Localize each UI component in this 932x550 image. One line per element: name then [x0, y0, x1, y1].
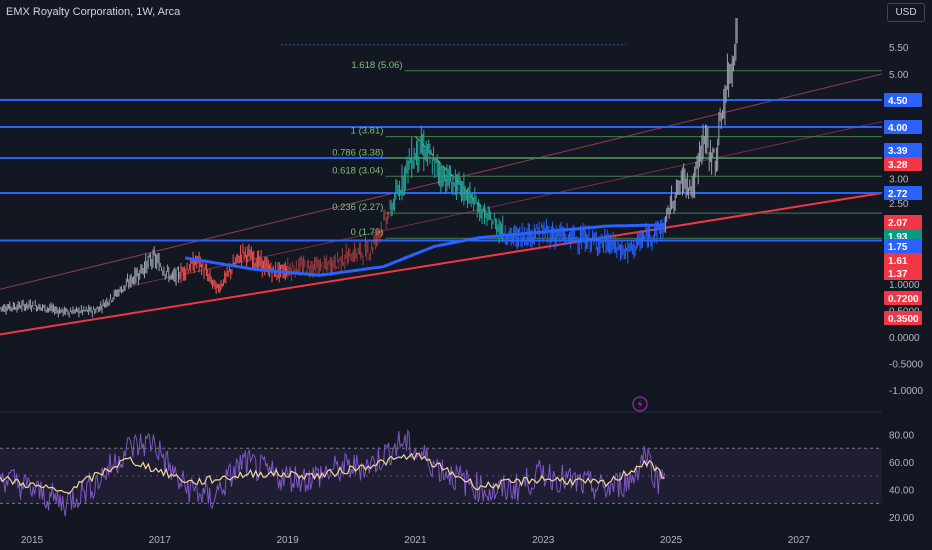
price-tick-label: 2.50: [889, 199, 909, 210]
price-badge-label: 1.61: [888, 256, 908, 267]
price-badge-label: 3.28: [888, 160, 908, 171]
price-badge-label: 1.75: [888, 242, 908, 253]
rsi-ma-line: [0, 452, 665, 495]
rsi-pane: [0, 428, 882, 517]
price-badge: 4.50: [884, 93, 922, 107]
price-badge: 1.37: [884, 266, 922, 280]
price-tick-label: 0.0000: [889, 333, 920, 344]
price-candles: [0, 18, 738, 318]
rsi-tick-label: 80.00: [889, 431, 914, 442]
time-tick-label: 2025: [660, 535, 683, 546]
price-badge-box: [884, 311, 922, 325]
price-badge: 0.7200: [884, 291, 922, 305]
price-badge-label: 3.39: [888, 146, 908, 157]
price-tick-label: 5.00: [889, 70, 909, 81]
price-badge: 2.07: [884, 215, 922, 229]
price-badge-box: [884, 239, 922, 253]
price-tick-label: 3.00: [889, 174, 909, 185]
time-tick-label: 2023: [532, 535, 555, 546]
price-badge-box: [884, 120, 922, 134]
price-badge: 0.3500: [884, 311, 922, 325]
price-badge-label: 2.72: [888, 189, 908, 200]
price-badge-box: [884, 253, 922, 267]
lightning-icon[interactable]: [632, 396, 648, 412]
fib-labels: 1.618 (5.06) 1 (3.81) 0.786 (3.38) 0.618 (3…: [332, 60, 402, 238]
price-badge: 3.28: [884, 157, 922, 171]
rsi-tick-label: 40.00: [889, 486, 914, 497]
time-tick-label: 2021: [404, 535, 427, 546]
price-tick-label: 1.0000: [889, 280, 920, 291]
rsi-tick-label: 20.00: [889, 513, 914, 524]
fib-label: 0.236 (2.27): [332, 202, 383, 213]
price-badge-box: [884, 266, 922, 280]
price-overlays: [185, 223, 665, 277]
price-badge-box: [884, 186, 922, 200]
chart-title: EMX Royalty Corporation, 1W, Arca: [6, 6, 181, 18]
price-badge-label: 0.3500: [888, 314, 919, 325]
price-tick-label: -1.0000: [889, 386, 923, 397]
price-badge-label: 1.37: [888, 269, 908, 280]
time-tick-label: 2015: [21, 535, 44, 546]
time-tick-label: 2017: [149, 535, 172, 546]
price-badge-box: [884, 143, 922, 157]
price-badge-label: 4.50: [888, 96, 908, 107]
moving-average-line: [185, 223, 665, 277]
price-badge: 1.75: [884, 239, 922, 253]
rsi-line: [0, 428, 666, 517]
price-badge: 2.72: [884, 186, 922, 200]
price-tick-label: -0.5000: [889, 360, 923, 371]
price-badge-box: [884, 93, 922, 107]
price-badge-label: 0.7200: [888, 294, 919, 305]
price-badge-label: 1.93: [888, 232, 908, 243]
price-tick-label: 5.50: [889, 43, 909, 54]
price-badge: 1.61: [884, 253, 922, 267]
fib-label: 1 (3.81): [351, 126, 384, 137]
red-trendline: [0, 192, 883, 336]
price-badges: 4.50 4.00 3.39 3.28 2.72 2.07 1.931.75 1.61 1.37…: [884, 93, 922, 325]
fib-label: 0.618 (3.04): [332, 165, 383, 176]
fib-label: 1.618 (5.06): [351, 60, 402, 71]
price-badge-label: 2.07: [888, 218, 908, 229]
price-badge: 4.00: [884, 120, 922, 134]
time-tick-label: 2027: [788, 535, 811, 546]
rsi-axis[interactable]: 80.00 60.00 40.00 20.00: [889, 431, 914, 525]
currency-button[interactable]: USD: [887, 3, 925, 22]
time-tick-label: 2019: [276, 535, 299, 546]
price-badge-box: [884, 215, 922, 229]
price-badge-box: [884, 157, 922, 171]
rsi-tick-label: 60.00: [889, 458, 914, 469]
fib-label: 0.786 (3.38): [332, 148, 383, 159]
price-badge-label: 4.00: [888, 123, 908, 134]
price-badge: 3.39: [884, 143, 922, 157]
fib-label: 0 (1.79): [351, 227, 384, 238]
price-badge-box: [884, 291, 922, 305]
time-axis[interactable]: 2015 2017 2019 2021 2023 2025 2027: [21, 535, 811, 546]
